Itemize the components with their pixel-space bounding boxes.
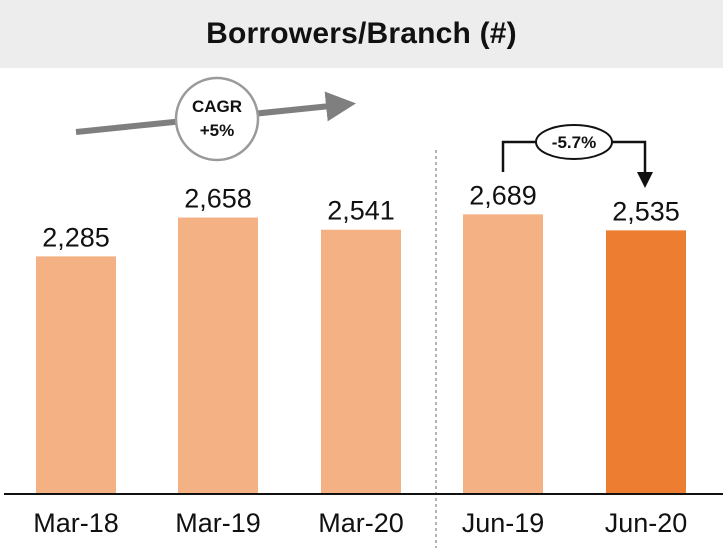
change-value: -5.7% xyxy=(552,133,596,152)
cagr-label: CAGR xyxy=(192,97,242,116)
bar-jun-20 xyxy=(606,230,686,495)
x-tick-label-jun-20: Jun-20 xyxy=(605,508,688,538)
x-tick-label-jun-19: Jun-19 xyxy=(462,508,545,538)
cagr-value: +5% xyxy=(200,121,235,140)
x-tick-label-mar-18: Mar-18 xyxy=(33,508,119,538)
bar-mar-20 xyxy=(321,229,401,494)
value-label-jun-20: 2,535 xyxy=(612,196,680,226)
bar-mar-19 xyxy=(178,217,258,494)
chart-title: Borrowers/Branch (#) xyxy=(206,17,517,50)
change-badge xyxy=(535,124,613,160)
cagr-badge xyxy=(174,76,260,162)
value-label-mar-20: 2,541 xyxy=(327,196,395,226)
value-label-mar-18: 2,285 xyxy=(42,222,110,252)
chart-title-bar: Borrowers/Branch (#) xyxy=(0,0,723,68)
value-label-mar-19: 2,658 xyxy=(184,184,252,214)
bar-mar-18 xyxy=(36,256,116,494)
x-tick-label-mar-19: Mar-19 xyxy=(175,508,261,538)
value-label-jun-19: 2,689 xyxy=(469,180,537,210)
x-tick-label-mar-20: Mar-20 xyxy=(318,508,404,538)
bar-jun-19 xyxy=(463,214,543,494)
change-arrowhead xyxy=(637,172,653,188)
